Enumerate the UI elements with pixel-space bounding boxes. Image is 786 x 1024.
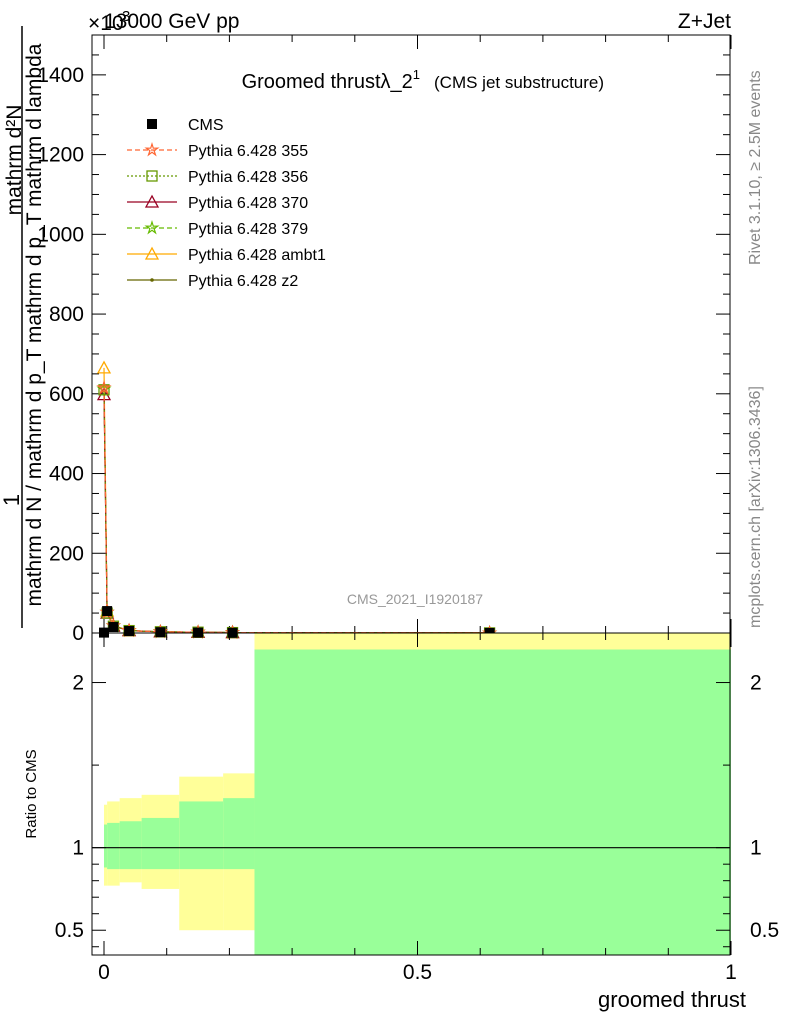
main-y-tick-label: 600: [49, 383, 84, 406]
ratio-x-ticks: 0 0.5 1: [98, 633, 737, 984]
x-tick-label: 0: [98, 961, 110, 984]
legend-item: CMS: [147, 117, 224, 134]
process-label: Z+Jet: [678, 10, 731, 33]
ratio-y-tick-label-right: 0.5: [750, 919, 779, 942]
analysis-id-label: CMS_2021_I1920187: [347, 591, 483, 607]
y-label-fraction-numerator: mathrm d²N: [3, 105, 26, 216]
ratio-bands-group: [104, 633, 732, 955]
ratio-y-tick-label-right: 1: [750, 837, 762, 860]
legend-item: Pythia 6.428 370: [127, 194, 308, 212]
legend-item: Pythia 6.428 355: [127, 141, 308, 160]
legend-label: Pythia 6.428 355: [188, 143, 308, 160]
ratio-plot-panel: 0.5 0.51 12 2 0 0.5 1 Ratio to CMS groomed th…: [23, 632, 779, 1012]
data-point-marker: [102, 606, 113, 617]
main-title-sup: 1: [413, 67, 420, 82]
data-point-marker: [96, 379, 112, 395]
main-y-tick-label: 800: [49, 303, 84, 326]
legend-label: Pythia 6.428 379: [188, 221, 308, 238]
data-point-marker: [155, 627, 166, 638]
ratio-stat-band: [179, 801, 224, 870]
main-title-wrap: Groomed thrustλ_21: [242, 67, 420, 93]
ratio-stat-band: [104, 824, 108, 868]
main-y-ticks: 0 200 400 600 800 1000 1200 1400: [37, 34, 732, 645]
rivet-version-label: Rivet 3.1.10, ≥ 2.5M events: [747, 70, 764, 265]
ratio-y-ticks: 0.5 0.5 1 1 2 2: [55, 672, 779, 948]
main-title: Groomed thrustλ_2: [242, 71, 413, 93]
main-plot-panel: 0 200 400 600 800 1000 1200 1400 Groomed thrust…: [37, 34, 732, 645]
data-point-marker: [98, 384, 110, 396]
legend-label: Pythia 6.428 ambt1: [188, 247, 326, 264]
ratio-stat-band: [119, 821, 142, 870]
main-y-axis-label: 1 mathrm d N / mathrm d p_T mathrm d p_T…: [0, 26, 46, 628]
main-subtitle: (CMS jet substructure): [434, 73, 604, 92]
y-label-fraction-denominator: mathrm d N / mathrm d p_T mathrm d p_T m…: [23, 43, 46, 606]
legend-label: Pythia 6.428 356: [188, 169, 308, 186]
data-point-marker: [108, 622, 119, 633]
exponent-label: ×10: [88, 12, 124, 35]
legend-label: Pythia 6.428 370: [188, 195, 308, 212]
data-point-marker: [144, 219, 160, 235]
ratio-y-tick-label: 0.5: [55, 919, 84, 942]
ratio-y-tick-label: 2: [72, 672, 84, 695]
x-tick-label: 0.5: [403, 961, 432, 984]
data-point-marker: [144, 141, 160, 157]
ratio-stat-band: [223, 798, 255, 870]
data-point-marker: [144, 246, 160, 260]
y-label-numerator: 1: [0, 494, 24, 506]
legend-item: Pythia 6.428 356: [127, 169, 308, 186]
legend: CMS Pythia 6.428 355 Pythia 6.428 356 Pythi…: [127, 117, 326, 290]
data-point-marker: [147, 119, 157, 129]
energy-label: 13000 GeV pp: [104, 10, 239, 33]
legend-label: CMS: [188, 117, 224, 134]
legend-label: Pythia 6.428 z2: [188, 273, 298, 290]
data-point-marker: [96, 360, 112, 374]
ratio-stat-band: [141, 817, 180, 870]
main-y-tick-label: 400: [49, 463, 84, 486]
ratio-stat-band: [254, 649, 732, 955]
main-y-tick-label: 200: [49, 542, 84, 565]
main-y-tick-label: 1200: [37, 144, 84, 167]
ratio-stat-band: [107, 822, 120, 870]
exponent-value: 3: [122, 8, 130, 25]
legend-item: Pythia 6.428 379: [127, 219, 308, 238]
main-y-tick-label: 0: [72, 622, 84, 645]
legend-item: Pythia 6.428 ambt1: [127, 246, 326, 264]
data-point-marker: [124, 626, 135, 637]
main-y-tick-label: 1400: [37, 64, 84, 87]
data-point-marker: [144, 194, 160, 208]
legend-item: Pythia 6.428 z2: [127, 273, 298, 290]
main-y-tick-label: 1000: [37, 223, 84, 246]
ratio-y-axis-label: Ratio to CMS: [23, 749, 40, 838]
ratio-y-tick-label-right: 2: [750, 672, 762, 695]
ratio-y-tick-label: 1: [72, 837, 84, 860]
data-point-marker: [150, 278, 154, 282]
x-axis-label: groomed thrust: [598, 987, 746, 1012]
data-point-marker: [146, 170, 158, 182]
mcplots-label: mcplots.cern.ch [arXiv:1306.3436]: [747, 386, 764, 628]
x-tick-label: 1: [725, 961, 737, 984]
ratio-plot-frame: [91, 632, 731, 956]
